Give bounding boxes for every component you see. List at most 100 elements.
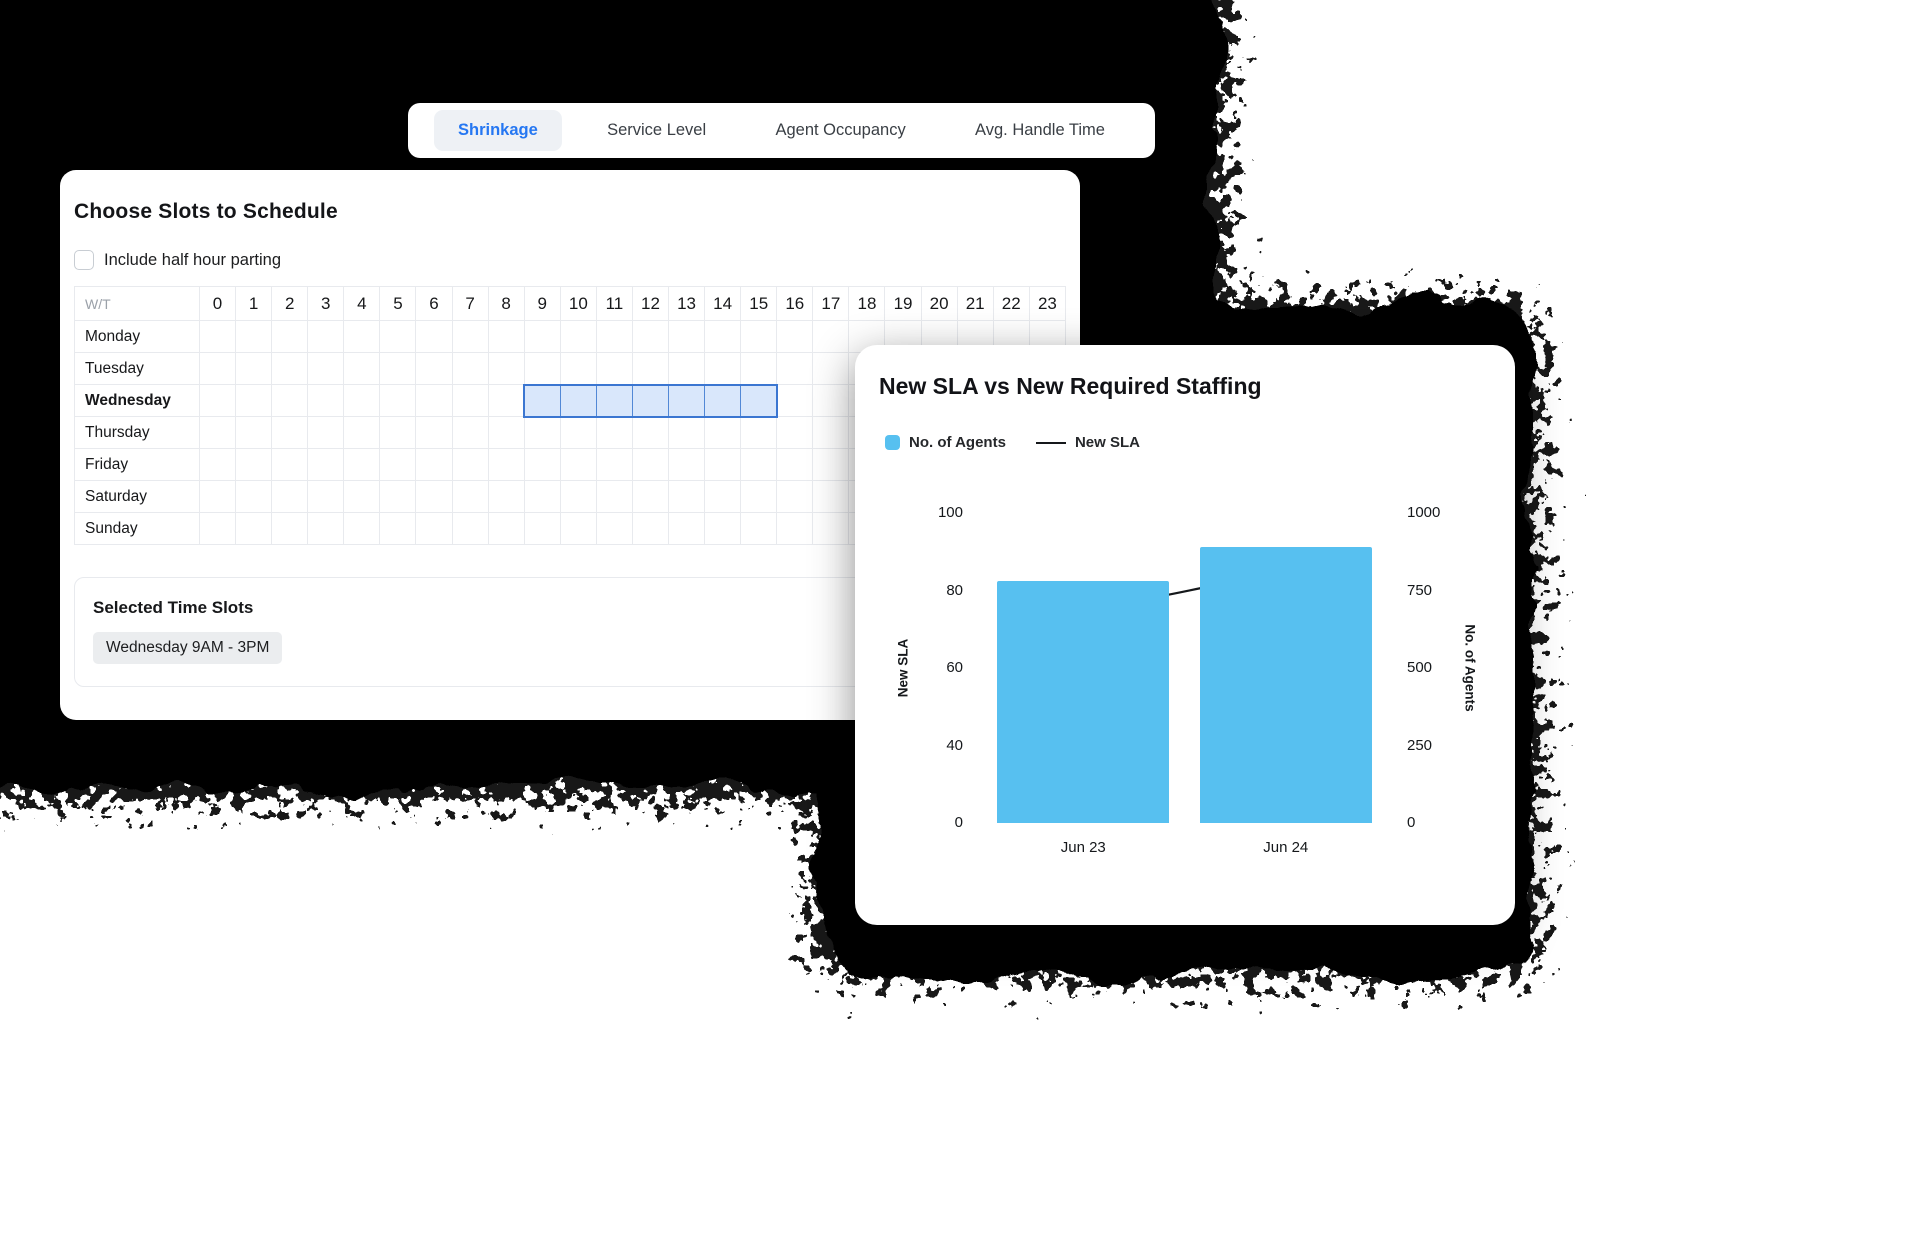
slot-cell[interactable] [812,448,850,481]
slot-cell[interactable] [235,384,273,417]
slot-cell[interactable] [343,448,381,481]
slot-cell[interactable] [415,416,453,449]
slot-cell[interactable] [379,480,417,513]
slot-cell[interactable] [451,512,489,545]
slot-cell[interactable] [704,448,742,481]
slot-cell[interactable] [668,352,706,385]
slot-cell[interactable] [415,352,453,385]
slot-cell[interactable] [523,416,561,449]
slot-cell[interactable] [271,416,309,449]
slot-cell[interactable] [595,512,633,545]
slot-cell[interactable] [559,512,597,545]
slot-cell[interactable] [235,320,273,353]
slot-cell[interactable] [198,416,237,449]
slot-cell[interactable] [595,480,633,513]
slot-cell[interactable] [307,512,345,545]
slot-cell[interactable] [776,384,814,417]
slot-cell[interactable] [271,512,309,545]
slot-cell[interactable] [776,416,814,449]
slot-cell[interactable] [631,383,670,418]
slot-cell[interactable] [812,512,850,545]
slot-cell[interactable] [487,384,525,417]
slot-cell[interactable] [415,448,453,481]
slot-cell[interactable] [776,320,814,353]
slot-cell[interactable] [523,512,561,545]
slot-cell[interactable] [415,480,453,513]
slot-cell[interactable] [235,480,273,513]
slot-cell[interactable] [668,320,706,353]
slot-cell[interactable] [704,512,742,545]
slot-cell[interactable] [451,384,489,417]
slot-cell[interactable] [487,448,525,481]
slot-cell[interactable] [451,480,489,513]
slot-cell[interactable] [487,512,525,545]
slot-cell[interactable] [740,448,778,481]
slot-cell[interactable] [776,352,814,385]
tab-shrinkage[interactable]: Shrinkage [434,110,562,151]
slot-cell[interactable] [271,384,309,417]
slot-cell[interactable] [307,448,345,481]
slot-cell[interactable] [523,352,561,385]
slot-cell[interactable] [343,384,381,417]
slot-cell[interactable] [668,480,706,513]
slot-cell[interactable] [379,448,417,481]
slot-cell[interactable] [198,352,237,385]
slot-cell[interactable] [559,320,597,353]
slot-cell[interactable] [198,320,237,353]
slot-cell[interactable] [235,416,273,449]
slot-cell[interactable] [595,448,633,481]
slot-cell[interactable] [668,512,706,545]
slot-cell[interactable] [487,480,525,513]
slot-cell[interactable] [235,512,273,545]
slot-cell[interactable] [740,480,778,513]
slot-cell[interactable] [740,383,778,418]
slot-cell[interactable] [776,480,814,513]
slot-cell[interactable] [271,480,309,513]
slot-cell[interactable] [451,320,489,353]
slot-cell[interactable] [740,320,778,353]
slot-cell[interactable] [307,352,345,385]
slot-cell[interactable] [704,480,742,513]
slot-cell[interactable] [523,383,561,418]
slot-cell[interactable] [559,448,597,481]
slot-cell[interactable] [343,512,381,545]
slot-cell[interactable] [451,416,489,449]
slot-cell[interactable] [379,320,417,353]
slot-cell[interactable] [812,320,850,353]
slot-cell[interactable] [198,384,237,417]
slot-cell[interactable] [198,512,237,545]
slot-cell[interactable] [235,448,273,481]
slot-cell[interactable] [595,320,633,353]
slot-cell[interactable] [559,416,597,449]
slot-cell[interactable] [559,383,597,418]
slot-cell[interactable] [271,352,309,385]
slot-cell[interactable] [487,352,525,385]
slot-cell[interactable] [740,352,778,385]
slot-cell[interactable] [415,384,453,417]
slot-cell[interactable] [812,352,850,385]
slot-cell[interactable] [198,480,237,513]
slot-cell[interactable] [631,448,670,481]
slot-cell[interactable] [704,416,742,449]
slot-cell[interactable] [235,352,273,385]
slot-cell[interactable] [668,416,706,449]
slot-cell[interactable] [740,416,778,449]
tab-service-level[interactable]: Service Level [607,121,707,139]
slot-cell[interactable] [595,352,633,385]
slot-cell[interactable] [451,352,489,385]
slot-cell[interactable] [343,480,381,513]
slot-cell[interactable] [307,320,345,353]
slot-cell[interactable] [668,448,706,481]
slot-cell[interactable] [595,383,633,418]
slot-cell[interactable] [343,416,381,449]
half-hour-checkbox-row[interactable]: Include half hour parting [74,250,1066,270]
slot-cell[interactable] [307,384,345,417]
slot-cell[interactable] [271,320,309,353]
slot-cell[interactable] [379,384,417,417]
slot-cell[interactable] [451,448,489,481]
slot-cell[interactable] [631,480,670,513]
slot-cell[interactable] [379,416,417,449]
slot-cell[interactable] [487,416,525,449]
half-hour-checkbox[interactable] [74,250,94,270]
slot-cell[interactable] [740,512,778,545]
